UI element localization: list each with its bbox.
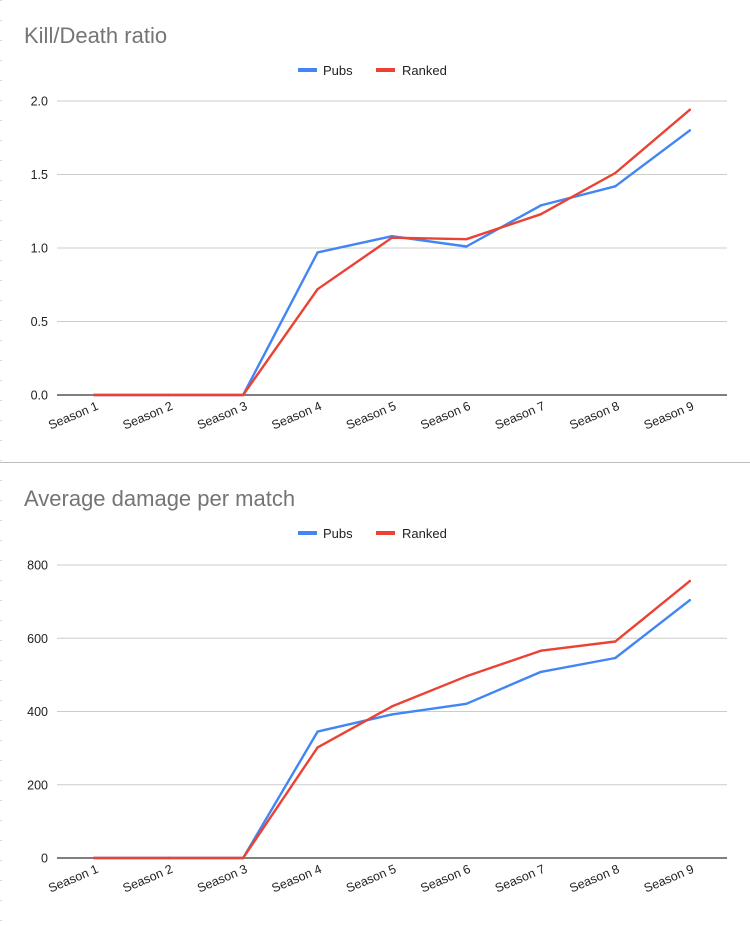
- legend-swatch-pubs: [298, 68, 317, 72]
- x-tick-label: Season 6: [419, 399, 473, 433]
- data-point-ranked: [390, 236, 394, 239]
- data-point-ranked: [93, 856, 96, 860]
- data-point-ranked: [614, 640, 617, 643]
- x-tick-label: Season 2: [121, 399, 175, 433]
- x-tick-label: Season 5: [344, 399, 398, 433]
- legend-label-ranked: Ranked: [402, 63, 447, 78]
- legend: Pubs Ranked: [298, 63, 447, 78]
- data-point-ranked: [688, 108, 691, 112]
- data-point-pubs: [316, 730, 319, 733]
- chart-title: Average damage per match: [24, 486, 295, 511]
- data-point-ranked: [167, 393, 170, 397]
- legend-swatch-ranked: [376, 531, 395, 535]
- plot-area: 0.0 0.5 1.0 1.5 2.0 Season 1 Season 2 Season 3 S…: [31, 95, 727, 433]
- series-line-pubs: [92, 129, 691, 397]
- x-tick-label: Season 3: [195, 399, 249, 433]
- legend-swatch-ranked: [376, 68, 395, 72]
- x-tick-label: Season 3: [195, 862, 249, 896]
- x-tick-label: Season 2: [121, 862, 175, 896]
- left-edge-marks: [0, 0, 2, 926]
- x-tick-label: Season 4: [270, 862, 324, 896]
- data-point-ranked: [316, 287, 319, 291]
- data-point-pubs: [316, 251, 319, 254]
- data-point-ranked: [614, 171, 617, 175]
- x-tick-label: Season 5: [344, 862, 398, 896]
- data-point-pubs: [614, 185, 617, 188]
- data-point-ranked: [167, 856, 170, 860]
- plot-area: 0 200 400 600 800 Season 1 Season 2 Season 3 Sea…: [27, 559, 727, 896]
- avg-damage-chart: Average damage per match Pubs Ranked 0 20…: [24, 486, 727, 896]
- x-tick-label: Season 8: [567, 399, 621, 433]
- y-tick-label: 2.0: [31, 95, 48, 109]
- data-point-ranked: [93, 393, 96, 397]
- data-point-ranked: [241, 393, 245, 397]
- avg-damage-chart-panel: Average damage per match Pubs Ranked 0 20…: [0, 463, 750, 926]
- x-tick-label: Season 8: [567, 862, 621, 896]
- data-point-ranked: [465, 675, 468, 678]
- data-point-pubs: [465, 245, 468, 248]
- y-tick-label: 0.5: [31, 315, 48, 329]
- data-point-pubs: [465, 702, 468, 706]
- kd-ratio-chart-panel: Kill/Death ratio Pubs Ranked 0.0 0.5 1.0 1.…: [0, 0, 750, 462]
- legend: Pubs Ranked: [298, 526, 447, 541]
- y-tick-label: 200: [27, 778, 48, 792]
- data-point-ranked: [539, 212, 543, 216]
- x-tick-label: Season 1: [46, 399, 100, 433]
- data-point-pubs: [390, 713, 394, 716]
- x-tick-label: Season 6: [419, 862, 473, 896]
- data-point-ranked: [390, 705, 394, 708]
- x-tick-label: Season 1: [46, 862, 100, 896]
- chart-divider: [0, 462, 750, 463]
- data-point-ranked: [688, 579, 691, 583]
- y-tick-label: 800: [27, 559, 48, 573]
- data-point-ranked: [539, 649, 543, 652]
- data-point-pubs: [688, 598, 691, 602]
- data-point-ranked: [241, 856, 245, 860]
- data-point-pubs: [539, 204, 543, 207]
- x-tick-label: Season 9: [642, 862, 696, 896]
- legend-label-ranked: Ranked: [402, 526, 447, 541]
- legend-label-pubs: Pubs: [323, 63, 353, 78]
- series-line-ranked: [92, 579, 691, 860]
- data-point-pubs: [539, 670, 543, 674]
- data-point-ranked: [316, 746, 319, 749]
- chart-title: Kill/Death ratio: [24, 23, 167, 48]
- x-tick-label: Season 9: [642, 399, 696, 433]
- series-line-pubs: [92, 598, 691, 860]
- y-tick-label: 1.0: [31, 242, 48, 256]
- legend-label-pubs: Pubs: [323, 526, 353, 541]
- y-tick-label: 0: [41, 852, 48, 866]
- data-point-pubs: [614, 656, 617, 660]
- series-line-ranked: [92, 108, 691, 397]
- y-tick-label: 400: [27, 705, 48, 719]
- kd-ratio-chart: Kill/Death ratio Pubs Ranked 0.0 0.5 1.0 1.…: [24, 23, 727, 433]
- y-tick-label: 0.0: [31, 389, 48, 403]
- y-tick-label: 600: [27, 632, 48, 646]
- data-point-ranked: [465, 237, 468, 241]
- y-tick-label: 1.5: [31, 168, 48, 182]
- data-point-pubs: [688, 129, 691, 132]
- legend-swatch-pubs: [298, 531, 317, 535]
- x-tick-label: Season 7: [493, 862, 547, 896]
- x-tick-label: Season 7: [493, 399, 547, 433]
- x-tick-label: Season 4: [270, 399, 324, 433]
